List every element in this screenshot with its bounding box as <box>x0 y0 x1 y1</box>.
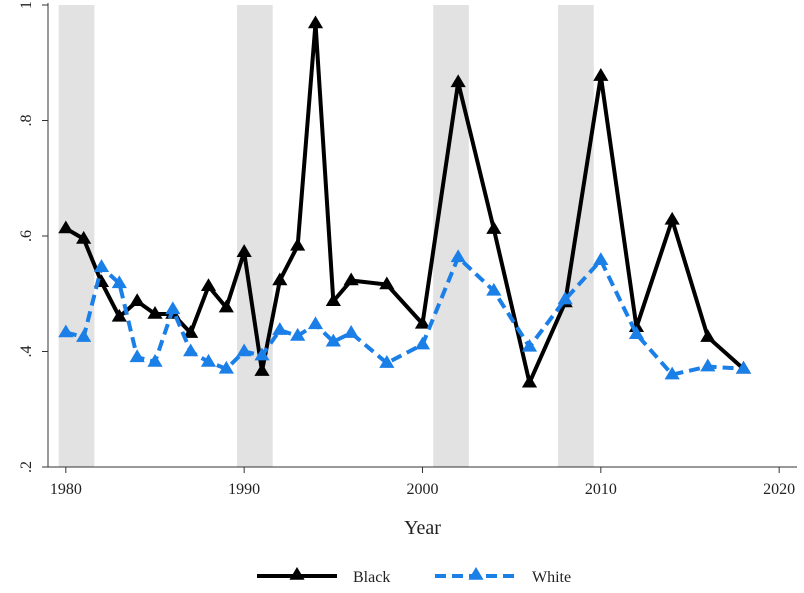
data-point-white <box>522 339 537 352</box>
data-point-black <box>522 375 537 388</box>
y-tick-label: .6 <box>18 230 35 242</box>
data-point-black <box>201 278 216 291</box>
data-point-black <box>700 329 715 342</box>
x-tick-label: 1980 <box>50 481 82 498</box>
series-black <box>58 15 751 387</box>
shaded-period-2 <box>237 5 273 467</box>
x-tick-label: 2020 <box>763 481 795 498</box>
data-point-black <box>665 212 680 225</box>
data-series <box>58 15 751 387</box>
data-point-black <box>593 68 608 81</box>
data-point-white <box>130 349 145 362</box>
x-tick-label: 2010 <box>585 481 617 498</box>
data-point-white <box>147 354 162 367</box>
legend-item-white: White <box>435 567 571 586</box>
x-tick-label: 2000 <box>407 481 439 498</box>
legend-marker-black <box>289 567 304 580</box>
data-point-black <box>344 272 359 285</box>
axes <box>48 3 797 467</box>
x-tick-label: 1990 <box>228 481 260 498</box>
x-axis-title: Year <box>404 517 441 539</box>
data-point-white <box>486 283 501 296</box>
data-point-black <box>308 15 323 28</box>
y-tick-label: .8 <box>18 115 35 127</box>
legend-item-black: Black <box>257 567 390 586</box>
data-point-white <box>165 301 180 314</box>
legend-label-black: Black <box>353 569 390 586</box>
data-point-white <box>415 337 430 350</box>
y-axis-ticks: .2 .4 .6 .8 1 <box>18 1 48 473</box>
legend-marker-white <box>468 567 483 580</box>
shaded-period-3 <box>433 5 469 467</box>
data-point-white <box>344 325 359 338</box>
y-tick-label: .4 <box>18 346 35 358</box>
legend-label-white: White <box>532 569 571 586</box>
data-point-black <box>486 221 501 234</box>
x-axis-ticks: 1980 1990 2000 2010 2020 <box>50 467 795 498</box>
data-point-black <box>130 293 145 306</box>
data-point-white <box>183 344 198 357</box>
y-tick-label: 1 <box>18 1 35 9</box>
data-point-white <box>629 326 644 339</box>
y-tick-label: .2 <box>18 461 35 473</box>
recession-shading <box>59 5 594 467</box>
data-point-white <box>308 316 323 329</box>
data-point-white <box>272 322 287 335</box>
data-point-black <box>290 238 305 251</box>
legend: Black White <box>257 567 571 586</box>
data-point-white <box>593 252 608 265</box>
